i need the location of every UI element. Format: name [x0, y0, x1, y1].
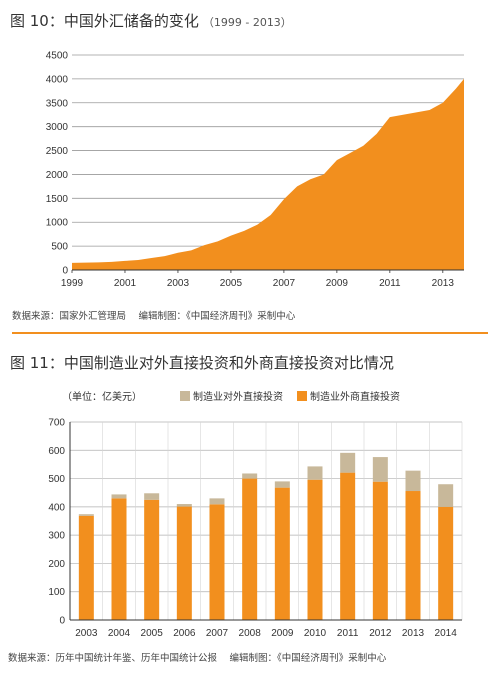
- chart2-x-tick-label: 2003: [75, 628, 98, 639]
- chart1-x-tick-label: 2001: [114, 278, 137, 289]
- chart1-source: 数据来源：国家外汇管理局 编辑制图：《中国经济周刊》采制中心: [12, 311, 296, 322]
- chart2-x-tick-label: 2012: [369, 628, 392, 639]
- chart2-x-tick-label: 2008: [239, 628, 262, 639]
- chart1-x-tick-label: 2005: [220, 278, 243, 289]
- chart2-bar-odi: [78, 514, 94, 516]
- chart1-y-tick-label: 1500: [46, 194, 69, 205]
- chart2-y-tick-label: 500: [48, 474, 65, 485]
- chart1-x-tick-label: 2009: [326, 278, 349, 289]
- chart2-source: 数据来源：历年中国统计年鉴、历年中国统计公报 编辑制图：《中国经济周刊》采制中心: [8, 653, 387, 664]
- chart1-y-tick-label: 2000: [46, 170, 69, 181]
- chart2-x-tick-label: 2013: [402, 628, 425, 639]
- chart2-x-tick-label: 2004: [108, 628, 131, 639]
- chart1-x-tick-label: 1999: [61, 278, 84, 289]
- chart2-y-tick-label: 700: [48, 418, 65, 429]
- chart1-y-tick-label: 4500: [46, 51, 69, 62]
- chart2-bar-odi: [405, 470, 421, 492]
- chart2-bar-fdi: [438, 506, 454, 620]
- chart2-bar-fdi: [274, 487, 290, 620]
- chart1-y-tick-label: 2500: [46, 146, 69, 157]
- chart1-x-tick-label: 2011: [379, 278, 401, 289]
- chart2-bar-odi: [209, 498, 225, 505]
- chart2-title: 图 11：中国制造业对外直接投资和外商直接投资对比情况: [10, 354, 394, 372]
- chart2-legend-label: 制造业外商直接投资: [310, 390, 400, 403]
- chart2-bar-fdi: [242, 478, 258, 620]
- chart2-x-tick-label: 2011: [337, 628, 359, 639]
- chart2-x-tick-label: 2009: [271, 628, 294, 639]
- chart2-bar-fdi: [307, 479, 323, 620]
- chart2-bar-odi: [274, 481, 290, 488]
- chart2-bar-fdi: [111, 498, 127, 620]
- chart1-y-tick-label: 3000: [46, 122, 69, 133]
- chart2-legend-label: 制造业对外直接投资: [193, 390, 283, 403]
- section-divider: [12, 332, 488, 334]
- chart2-bar-odi: [242, 473, 258, 479]
- chart2-bar-fdi: [78, 515, 94, 620]
- chart2-y-tick-label: 0: [59, 616, 65, 627]
- chart2-unit-label: （单位：亿美元）: [62, 390, 142, 403]
- chart1-y-tick-label: 4000: [46, 74, 69, 85]
- chart2-x-tick-label: 2006: [173, 628, 196, 639]
- chart2-legend-swatch: [297, 391, 307, 401]
- chart2-bar-fdi: [209, 504, 225, 620]
- chart1-x-tick-label: 2003: [167, 278, 190, 289]
- chart1-x-tick-label: 2007: [273, 278, 296, 289]
- chart2-bar-fdi: [144, 499, 160, 620]
- chart2-x-tick-label: 2007: [206, 628, 229, 639]
- chart2-bar-chart: （单位：亿美元） 制造业对外直接投资 制造业外商直接投资 0 100 200 300 400 5…: [48, 390, 463, 639]
- chart2-y-tick-label: 600: [48, 446, 65, 457]
- chart2-bar-fdi: [176, 506, 192, 620]
- chart1-subtitle: （1999 - 2013）: [202, 16, 292, 29]
- chart2-bar-odi: [111, 494, 127, 499]
- chart2-y-tick-label: 300: [48, 531, 65, 542]
- chart2-bar-fdi: [405, 491, 421, 620]
- chart1-y-tick-label: 0: [62, 266, 68, 277]
- chart2-x-tick-label: 2010: [304, 628, 327, 639]
- chart1-area-chart: 0 500 1000 1500 2000 2500 3000 3500 4000 4500 1999…: [46, 51, 464, 289]
- chart2-bar-odi: [176, 504, 192, 507]
- chart2-x-tick-label: 2005: [141, 628, 164, 639]
- chart2-bar-odi: [372, 457, 388, 482]
- chart1-y-tick-label: 1000: [46, 218, 69, 229]
- chart2-bar-odi: [438, 484, 454, 507]
- chart2-y-tick-label: 100: [48, 587, 65, 598]
- chart2-legend-swatch: [180, 391, 190, 401]
- chart2-y-tick-label: 200: [48, 559, 65, 570]
- chart1-x-tick-label: 2013: [432, 278, 455, 289]
- chart1-area-series: [72, 78, 464, 270]
- chart2-bar-fdi: [372, 481, 388, 620]
- chart1-title: 图 10：中国外汇储备的变化 （1999 - 2013）: [10, 10, 292, 31]
- chart1-y-tick-label: 500: [51, 242, 68, 253]
- chart1-title-text: 图 10：中国外汇储备的变化: [10, 12, 199, 30]
- chart2-bar-odi: [144, 493, 160, 500]
- chart2-bar-odi: [307, 466, 323, 480]
- chart1-y-tick-label: 3500: [46, 98, 69, 109]
- chart2-bar-odi: [340, 452, 356, 473]
- chart2-bar-fdi: [340, 472, 356, 620]
- chart2-x-tick-label: 2014: [435, 628, 458, 639]
- chart2-y-tick-label: 400: [48, 502, 65, 513]
